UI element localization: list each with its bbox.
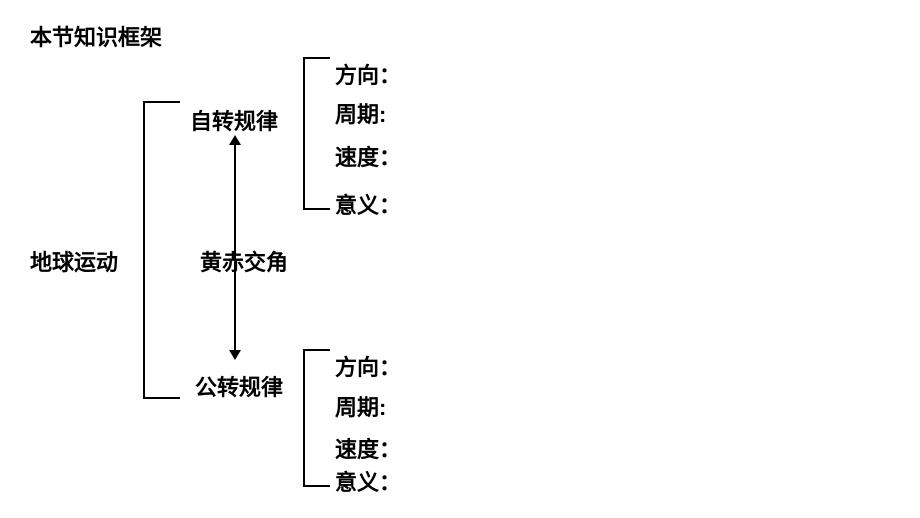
middle-label: 黄赤交角 (200, 245, 288, 277)
branch1-item-3: 意义： (335, 188, 401, 220)
branch2-item-1: 周期: (335, 390, 386, 422)
bracket-root (140, 100, 180, 400)
bracket-branch2 (300, 348, 330, 488)
branch1-item-0: 方向： (335, 58, 401, 90)
branch1-item-1: 周期: (335, 97, 386, 129)
branch2-item-2: 速度： (335, 432, 401, 464)
root-node: 地球运动 (30, 245, 118, 277)
page-title: 本节知识框架 (30, 20, 162, 52)
bracket-branch1 (300, 56, 330, 211)
branch2-item-3: 意义： (335, 465, 401, 497)
branch2-item-0: 方向： (335, 350, 401, 382)
branch1-label: 自转规律 (190, 104, 278, 136)
branch1-item-2: 速度： (335, 140, 401, 172)
branch2-label: 公转规律 (195, 370, 283, 402)
